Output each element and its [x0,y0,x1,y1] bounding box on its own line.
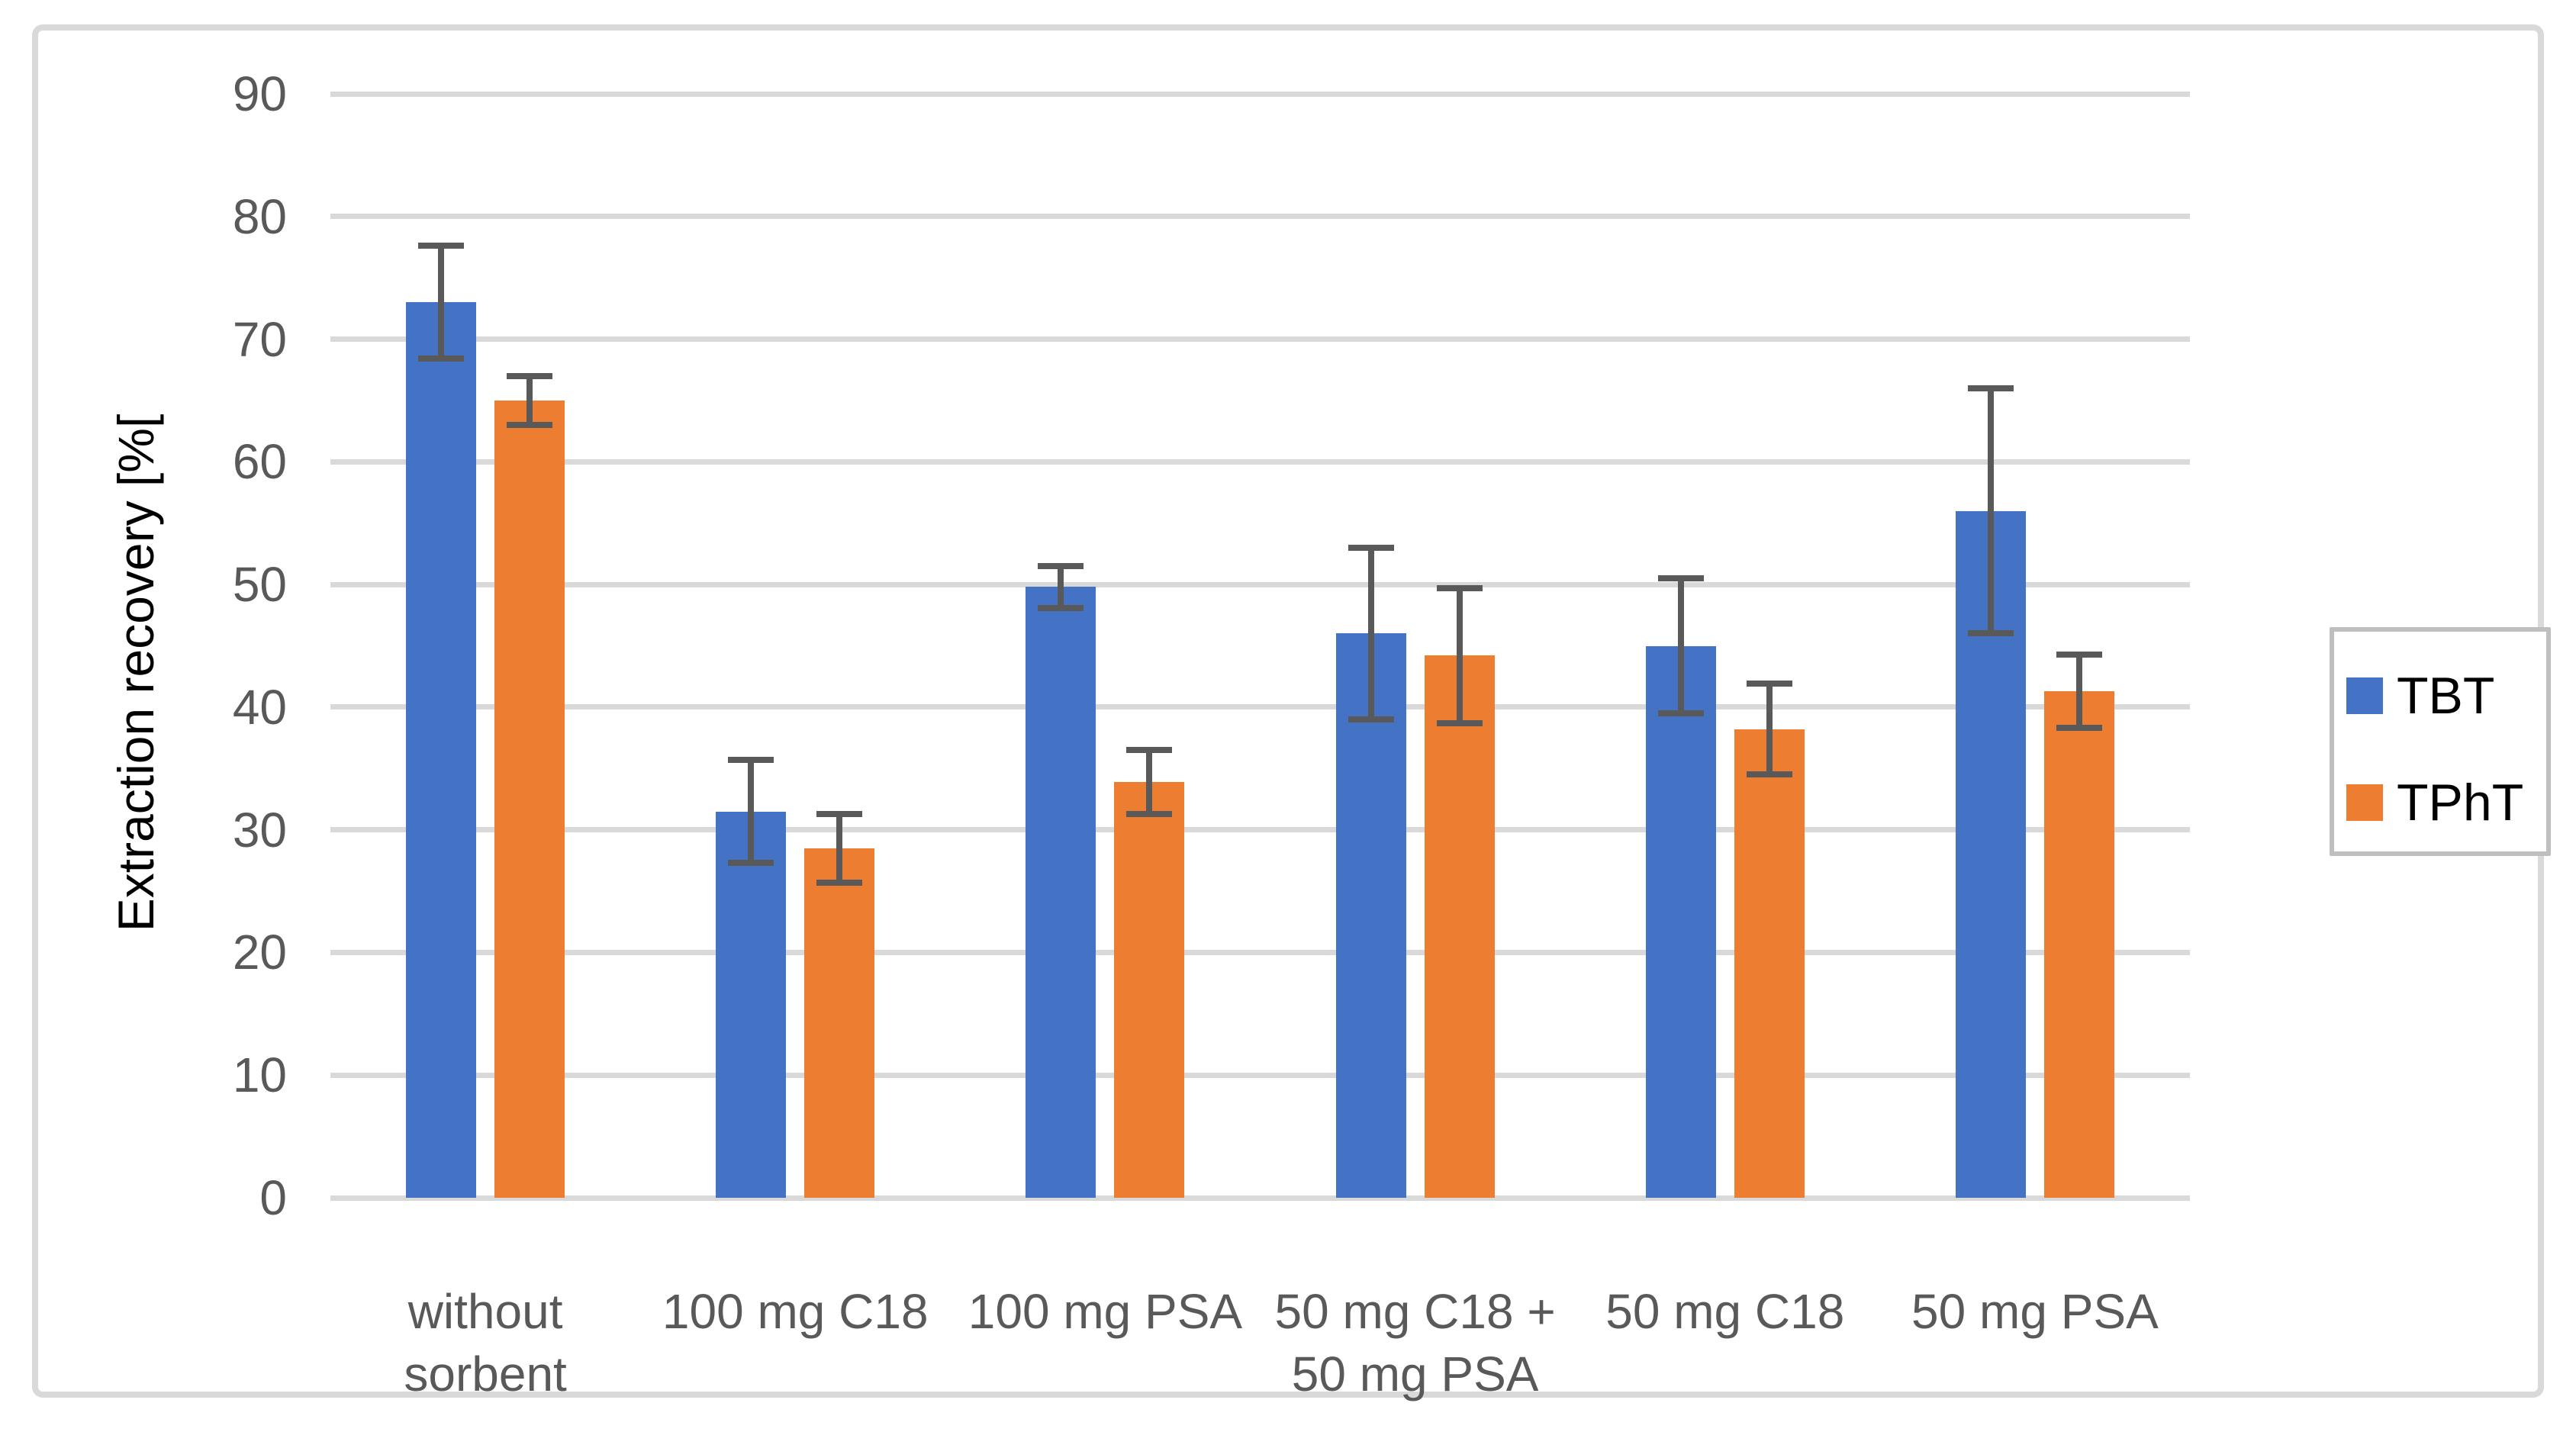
y-tick-label: 80 [232,188,287,244]
category-label: 100 mg C18 [662,1284,929,1339]
y-tick-label: 10 [232,1047,287,1103]
error-bar-line [836,813,843,883]
gridline [330,827,2190,833]
error-bar-cap [1746,771,1792,778]
error-bar-cap [2056,725,2102,732]
error-bar-cap [1657,575,1704,582]
y-tick-label: 20 [232,925,287,980]
error-bar-cap [1657,710,1704,716]
error-bar-cap [2056,651,2102,658]
error-bar-line [438,246,445,359]
bar-tbt-1 [716,811,787,1198]
error-bar-cap [816,879,863,886]
error-bar-cap [507,422,553,429]
y-tick-label: 70 [232,311,287,367]
error-bar-line [1766,684,1773,775]
error-bar-cap [1126,810,1173,817]
y-tick-label: 0 [259,1170,287,1225]
bar-tbt-4 [1645,645,1716,1198]
gridline [330,459,2190,465]
error-bar-cap [1746,681,1792,687]
error-bar-line [1058,565,1064,608]
category-label: without sorbent [404,1284,567,1401]
category-label: 50 mg C18 [1605,1284,1845,1339]
gridline [330,91,2190,97]
gridline [330,214,2190,220]
bar-tpht-4 [1734,729,1805,1198]
y-tick-label: 50 [232,557,287,613]
tbt-color-swatch [2346,677,2383,714]
error-bar-cap [1436,719,1483,726]
error-bar-cap [728,757,774,764]
gridline [330,949,2190,955]
legend-label-tbt: TBT [2397,667,2495,725]
bar-tbt-0 [406,302,477,1198]
gridline [330,581,2190,587]
error-bar-line [1677,578,1684,713]
gridline [330,1072,2190,1078]
tpht-color-swatch [2346,784,2383,821]
gridline [330,336,2190,343]
bar-tpht-1 [804,848,875,1198]
bar-tbt-2 [1026,587,1096,1198]
error-bar-line [1456,587,1463,723]
y-axis-title: Extraction recovery [%[ [108,414,164,932]
chart-border-frame: 0 10 20 30 40 50 60 70 80 90 without sorbent 100 m… [32,24,2551,1401]
legend-entry-tpht: TPhT [2346,774,2523,832]
category-label: 100 mg PSA [968,1284,1243,1339]
error-bar-cap [1436,584,1483,591]
bar-tpht-3 [1424,655,1495,1198]
error-bar-line [526,375,533,426]
error-bar-cap [1967,630,2014,637]
error-bar-cap [507,372,553,379]
y-tick-label: 30 [232,802,287,858]
bar-tbt-3 [1335,633,1406,1198]
error-bar-cap [728,860,774,867]
error-bar-line [1987,388,1994,634]
error-bar-cap [418,356,465,362]
error-bar-cap [1348,716,1394,722]
error-bar-cap [1126,747,1173,754]
y-tick-label: 60 [232,434,287,490]
legend: TBT TPhT [2330,627,2551,856]
gridline [330,1195,2190,1201]
error-bar-cap [1038,604,1084,611]
bar-tpht-0 [494,400,565,1198]
error-bar-line [1146,750,1153,814]
y-tick-label: 40 [232,679,287,735]
error-bar-line [2075,654,2082,729]
error-bar-cap [1038,562,1084,569]
error-bar-line [748,760,755,864]
legend-label-tpht: TPhT [2397,774,2524,832]
error-bar-cap [1967,385,2014,391]
error-bar-line [1367,547,1374,719]
bar-tpht-2 [1114,781,1185,1198]
error-bar-cap [418,243,465,249]
error-bar-cap [1348,544,1394,551]
y-tick-label: 90 [232,66,287,121]
legend-entry-tbt: TBT [2346,667,2494,725]
gridline [330,704,2190,710]
category-label: 50 mg C18 + 50 mg PSA [1274,1284,1556,1401]
bar-tpht-5 [2043,690,2114,1198]
category-label: 50 mg PSA [1911,1284,2159,1339]
error-bar-cap [816,810,863,817]
